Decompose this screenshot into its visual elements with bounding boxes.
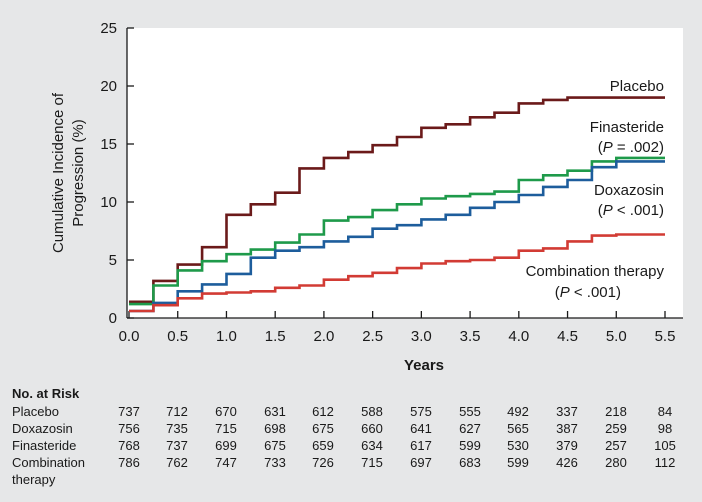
risk-table: No. at Risk Placebo 737 712 670 631 612 588 575… bbox=[12, 385, 676, 487]
risk-cell: 737 bbox=[166, 438, 188, 453]
risk-row-label-line: Doxazosin bbox=[12, 421, 73, 436]
risk-cell: 565 bbox=[507, 421, 529, 436]
risk-table-row: Doxazosin 756 735 715 698 675 660 641 627 565 387 2… bbox=[12, 420, 672, 437]
plot-background bbox=[127, 28, 683, 318]
risk-row-label: Finasteride bbox=[12, 437, 102, 454]
risk-cell: 379 bbox=[556, 438, 578, 453]
x-tick-label: 5.5 bbox=[655, 328, 676, 345]
risk-cell: 112 bbox=[654, 455, 676, 470]
risk-cell: 675 bbox=[264, 438, 286, 453]
risk-cell: 612 bbox=[312, 404, 334, 419]
risk-cell: 588 bbox=[361, 404, 383, 419]
series-label-combination: Combination therapy bbox=[526, 263, 665, 280]
y-tick-label: 25 bbox=[100, 20, 117, 37]
risk-cell: 659 bbox=[312, 438, 334, 453]
y-tick-label: 10 bbox=[100, 194, 117, 211]
series-label-combination: (P < .001) bbox=[555, 284, 621, 301]
risk-cell: 280 bbox=[605, 455, 627, 470]
risk-cell: 768 bbox=[118, 438, 140, 453]
risk-cell: 634 bbox=[361, 438, 383, 453]
risk-cell: 712 bbox=[166, 404, 188, 419]
risk-cell: 257 bbox=[605, 438, 627, 453]
risk-cell: 786 bbox=[118, 455, 140, 470]
risk-cell: 762 bbox=[166, 455, 188, 470]
risk-cell: 698 bbox=[264, 421, 286, 436]
risk-table-row: Placebo 737 712 670 631 612 588 575 555 492 337 218… bbox=[12, 403, 672, 420]
y-tick-label: 0 bbox=[109, 310, 117, 327]
risk-cell: 218 bbox=[605, 404, 627, 419]
series-line-placebo bbox=[129, 96, 665, 304]
x-axis-title: Years bbox=[404, 357, 444, 374]
risk-cell: 492 bbox=[507, 404, 529, 419]
series-line-finasteride bbox=[129, 156, 665, 306]
risk-cell: 747 bbox=[215, 455, 237, 470]
risk-table-row: Finasteride 768 737 699 675 659 634 617 599 530 37… bbox=[12, 437, 676, 454]
risk-cell: 641 bbox=[410, 421, 432, 436]
risk-row-label-line: Combination bbox=[12, 455, 85, 470]
series-label-finasteride: Finasteride bbox=[590, 119, 664, 136]
risk-table-row: Combination therapy 786 762 747 733 726 715 697 6… bbox=[12, 454, 675, 487]
series-label-doxazosin: (P < .001) bbox=[598, 202, 664, 219]
risk-table-rows: Placebo 737 712 670 631 612 588 575 555 492 337 218… bbox=[12, 403, 676, 487]
risk-table-title: No. at Risk bbox=[12, 386, 80, 401]
risk-row-label: Combination therapy bbox=[12, 454, 102, 488]
x-tick-label: 5.0 bbox=[606, 328, 627, 345]
risk-cell: 733 bbox=[264, 455, 286, 470]
risk-cell: 98 bbox=[657, 421, 673, 436]
x-tick-label: 0.0 bbox=[119, 328, 140, 345]
y-tick-label: 15 bbox=[100, 136, 117, 153]
risk-row-label: Doxazosin bbox=[12, 420, 102, 437]
risk-cell: 715 bbox=[361, 455, 383, 470]
x-tick-label: 4.0 bbox=[508, 328, 529, 345]
x-tick-label: 3.5 bbox=[460, 328, 481, 345]
x-tick-label: 4.5 bbox=[557, 328, 578, 345]
y-tick-label: 20 bbox=[100, 78, 117, 95]
series-label-doxazosin: Doxazosin bbox=[594, 182, 664, 199]
risk-row-label: Placebo bbox=[12, 403, 102, 420]
series-label-finasteride: (P = .002) bbox=[598, 139, 664, 156]
risk-cell: 259 bbox=[605, 421, 627, 436]
series-line-doxazosin bbox=[129, 160, 665, 313]
x-tick-label: 1.5 bbox=[265, 328, 286, 345]
x-tick-label: 3.0 bbox=[411, 328, 432, 345]
risk-cell: 426 bbox=[556, 455, 578, 470]
risk-row-label-line: Finasteride bbox=[12, 438, 77, 453]
risk-cell: 735 bbox=[166, 421, 188, 436]
risk-cell: 670 bbox=[215, 404, 237, 419]
risk-cell: 387 bbox=[556, 421, 578, 436]
risk-cell: 617 bbox=[410, 438, 432, 453]
risk-cell: 599 bbox=[507, 455, 529, 470]
risk-cell: 660 bbox=[361, 421, 383, 436]
risk-cell: 697 bbox=[410, 455, 432, 470]
risk-cell: 675 bbox=[312, 421, 334, 436]
x-tick-label: 1.0 bbox=[216, 328, 237, 345]
risk-row-label-line: therapy bbox=[12, 472, 56, 487]
series-label-placebo: Placebo bbox=[610, 78, 664, 95]
risk-cell: 105 bbox=[654, 438, 676, 453]
risk-cell: 756 bbox=[118, 421, 140, 436]
risk-cell: 627 bbox=[459, 421, 481, 436]
risk-cell: 631 bbox=[264, 404, 286, 419]
x-tick-label: 0.5 bbox=[167, 328, 188, 345]
risk-cell: 726 bbox=[312, 455, 334, 470]
chart-area: 0 5 10 15 20 25 0.0 0.5 1.0 1.5 2.0 2.5 3.0 3.5 4.0 4.5… bbox=[50, 20, 683, 374]
y-tick-label: 5 bbox=[109, 252, 117, 269]
risk-cell: 337 bbox=[556, 404, 578, 419]
risk-cell: 599 bbox=[459, 438, 481, 453]
risk-cell: 575 bbox=[410, 404, 432, 419]
x-tick-label: 2.0 bbox=[313, 328, 334, 345]
risk-cell: 683 bbox=[459, 455, 481, 470]
y-axis-title: Progression (%) bbox=[70, 119, 87, 227]
risk-cell: 84 bbox=[657, 404, 673, 419]
x-tick-label: 2.5 bbox=[362, 328, 383, 345]
series-line-combination bbox=[129, 233, 665, 313]
risk-cell: 555 bbox=[459, 404, 481, 419]
risk-cell: 737 bbox=[118, 404, 140, 419]
risk-cell: 715 bbox=[215, 421, 237, 436]
risk-row-label-line: Placebo bbox=[12, 404, 59, 419]
risk-cell: 699 bbox=[215, 438, 237, 453]
y-axis-title: Cumulative Incidence of bbox=[50, 92, 67, 253]
risk-cell: 530 bbox=[507, 438, 529, 453]
